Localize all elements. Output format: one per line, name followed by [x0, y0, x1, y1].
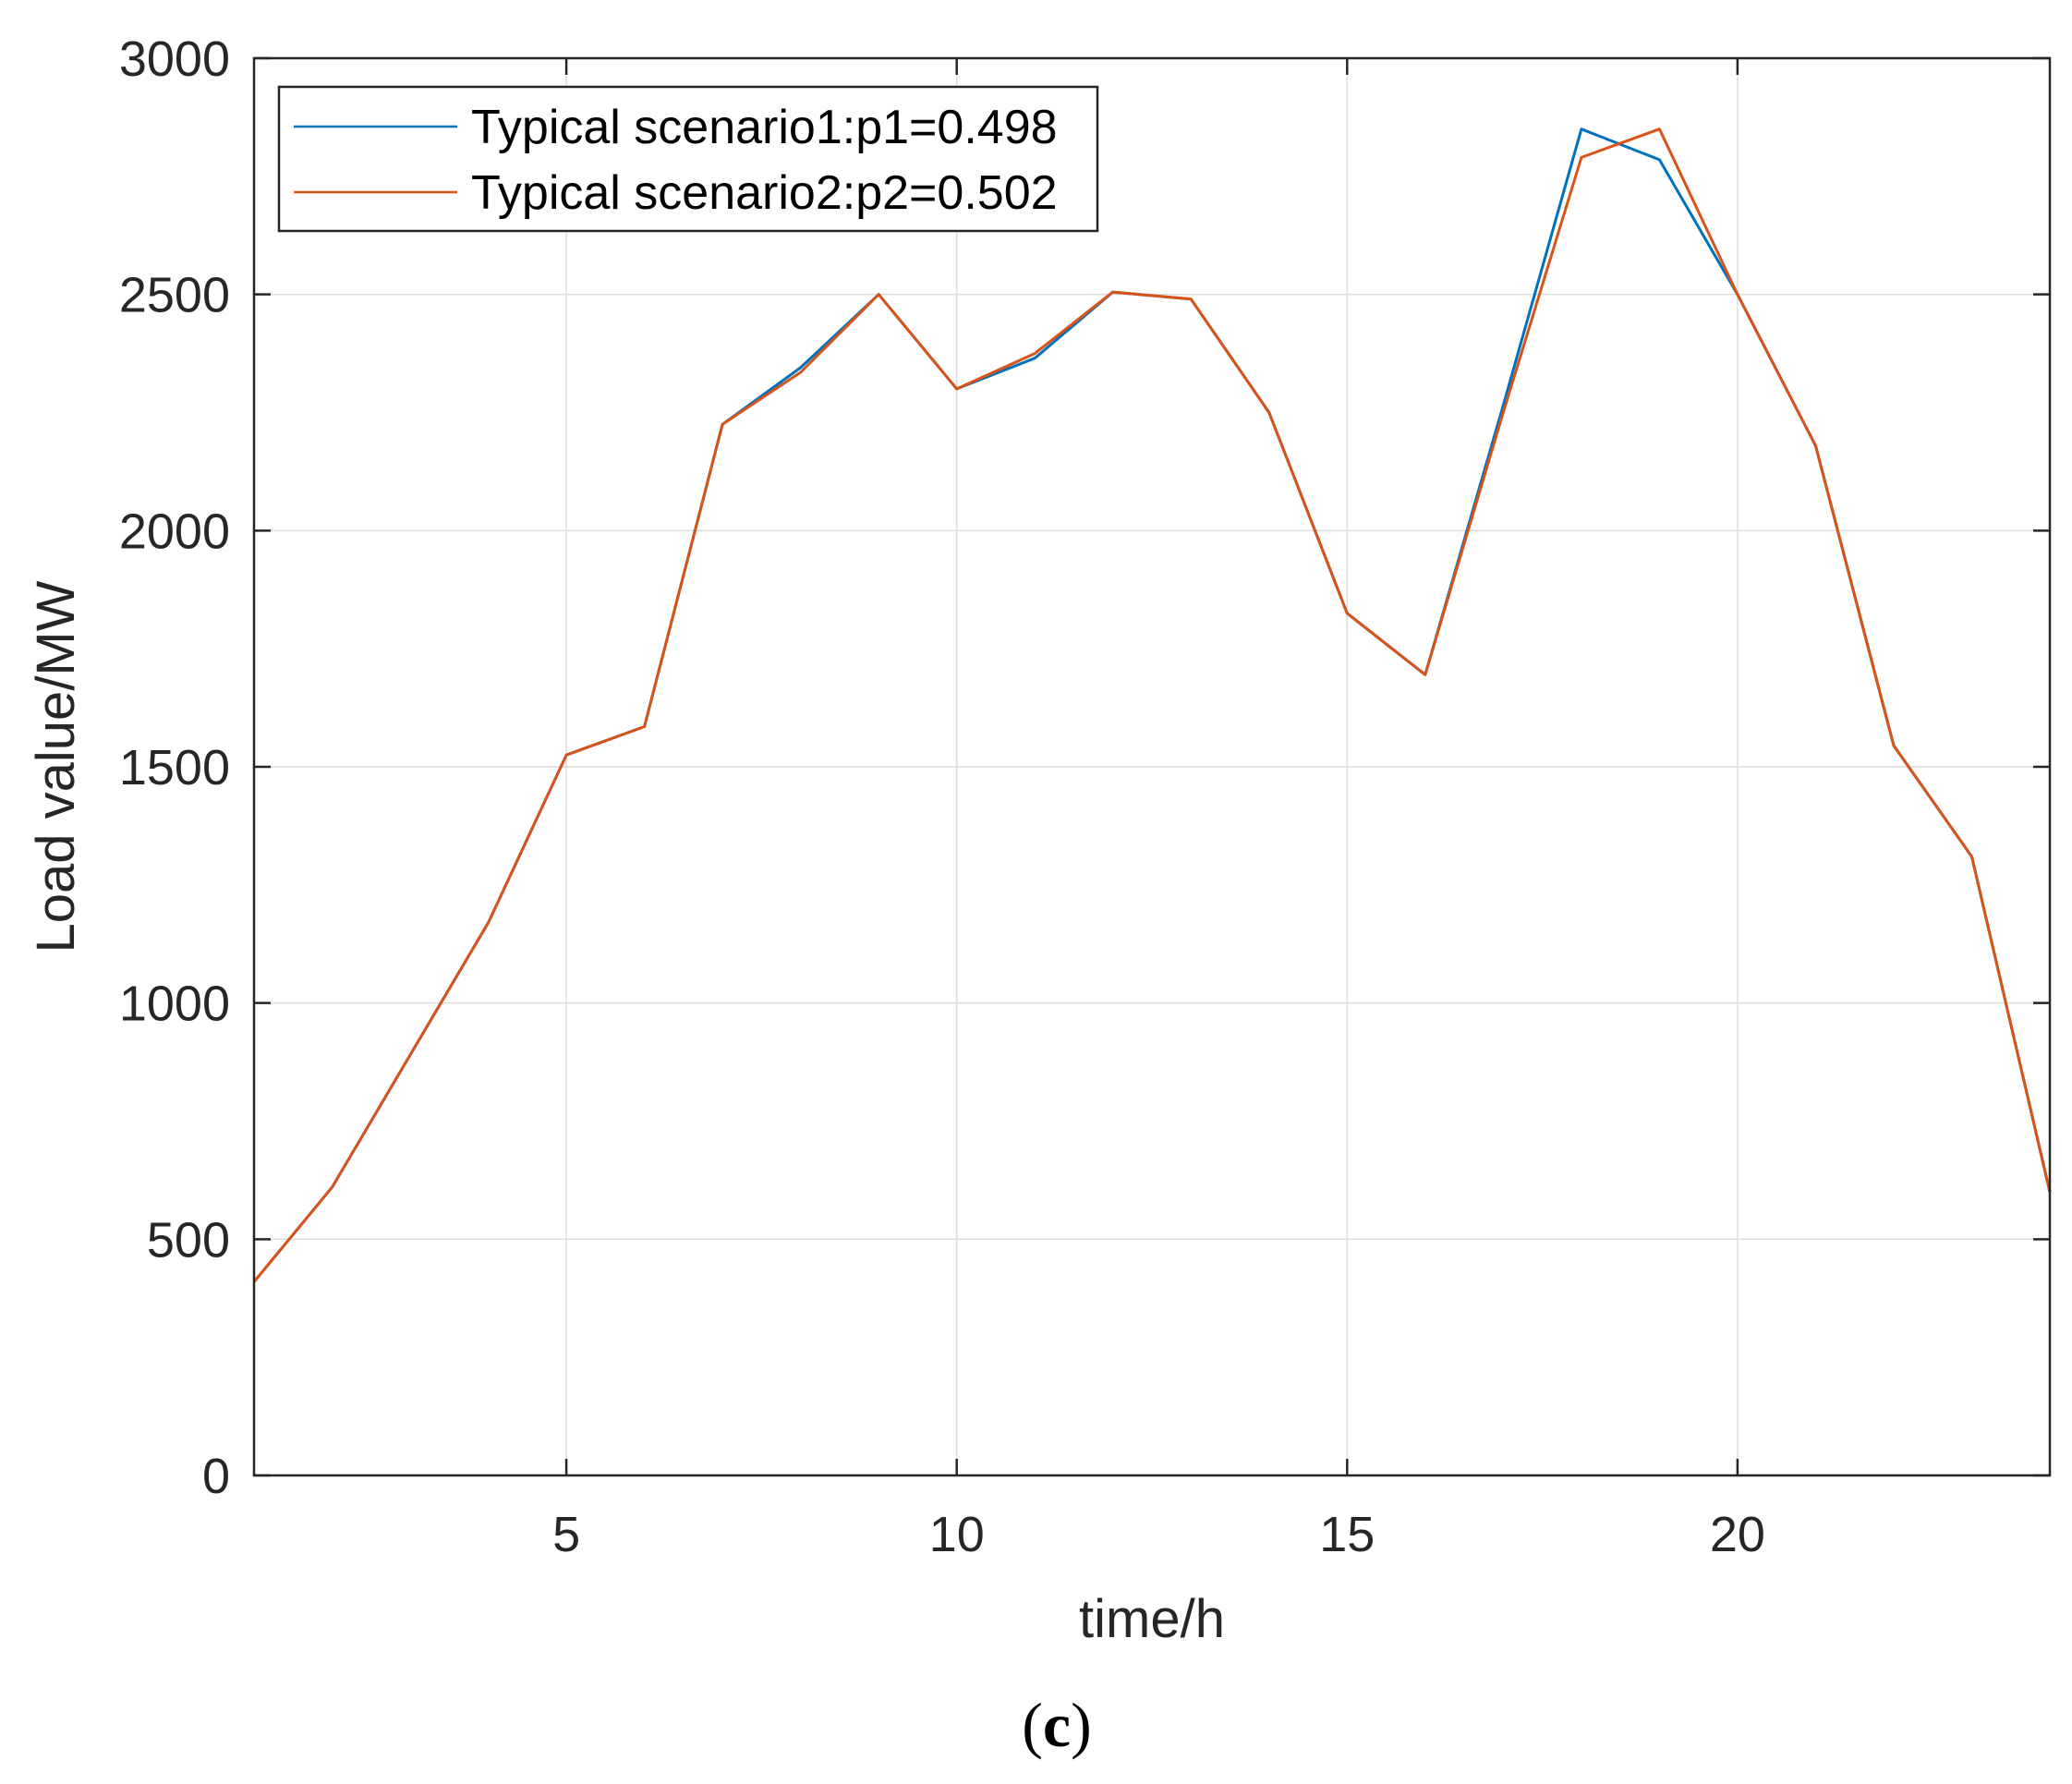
x-tick-label: 10	[929, 1507, 985, 1562]
panel-label: (c)	[1022, 1690, 1092, 1760]
y-tick-label: 1000	[119, 977, 230, 1032]
legend-label-scenario2: Typical scenario2:p2=0.502	[471, 166, 1058, 220]
y-axis-title: Load value/MW	[26, 580, 86, 953]
panel-label-open: (	[1022, 1690, 1043, 1760]
y-tick-label: 1500	[119, 740, 230, 795]
x-tick-label: 5	[552, 1507, 580, 1562]
y-tick-label: 2500	[119, 268, 230, 323]
x-tick-label: 15	[1319, 1507, 1375, 1562]
y-tick-label: 3000	[119, 31, 230, 87]
axis-ticks: 5 10 15 20 0 500 1000 1500 2000 2500 3000	[119, 31, 2050, 1562]
data-series	[252, 127, 2052, 1283]
legend-label-scenario1: Typical scenario1:p1=0.498	[471, 101, 1058, 154]
legend: Typical scenario1:p1=0.498 Typical scena…	[277, 85, 1099, 233]
legend-box	[277, 85, 1099, 233]
x-tick-label: 20	[1710, 1507, 1765, 1562]
y-tick-label: 2000	[119, 504, 230, 559]
y-tick-label: 0	[202, 1449, 230, 1504]
panel-label-letter: c	[1043, 1690, 1071, 1760]
y-tick-label: 500	[147, 1212, 230, 1268]
x-axis-title: time/h	[1079, 1589, 1225, 1649]
panel-label-close: )	[1071, 1690, 1092, 1760]
series-line-scenario2	[252, 127, 2052, 1283]
